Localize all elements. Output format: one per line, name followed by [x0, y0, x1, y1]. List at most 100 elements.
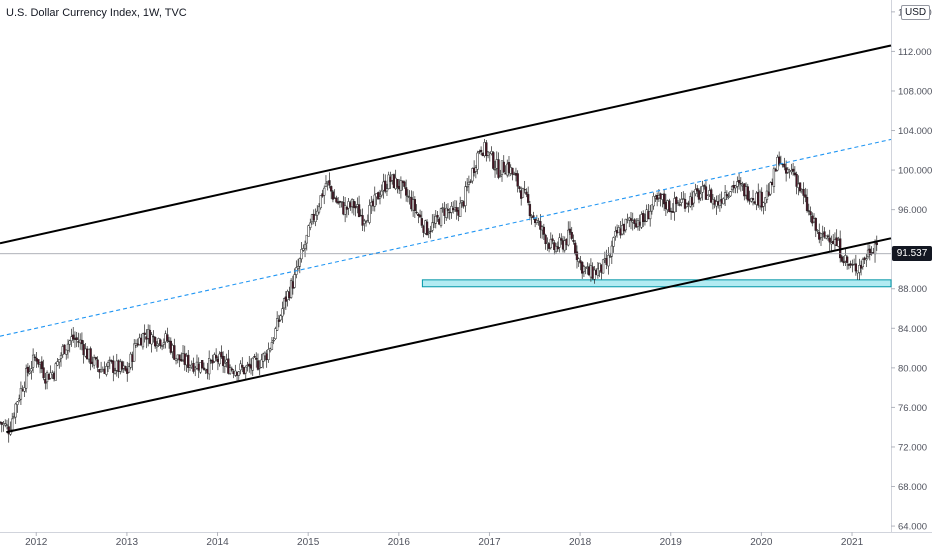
- candle-body: [23, 387, 26, 392]
- candle-body: [403, 181, 406, 187]
- candle-body: [18, 398, 21, 401]
- y-tick-label: 84.000: [898, 324, 927, 335]
- candle-body: [37, 359, 40, 365]
- candle-body: [791, 168, 795, 172]
- candle-body: [575, 251, 579, 260]
- candle-body: [567, 229, 570, 246]
- candle-body: [415, 211, 418, 214]
- candle-body: [608, 256, 612, 258]
- candle-body: [317, 206, 321, 213]
- candle-body: [174, 357, 178, 361]
- candle-body: [778, 156, 781, 165]
- candle-body: [558, 237, 561, 248]
- candle-body: [563, 240, 566, 251]
- candle-body: [14, 403, 17, 418]
- candle-body: [361, 215, 364, 226]
- candle-body: [760, 191, 763, 208]
- candle-body: [492, 152, 495, 169]
- candle-body: [253, 356, 256, 358]
- candle-body: [699, 193, 702, 199]
- candle-body: [63, 344, 66, 354]
- candle-body: [303, 244, 307, 249]
- candle-body: [173, 345, 176, 360]
- channel-lower-line[interactable]: [6, 237, 892, 434]
- candle-body: [431, 222, 434, 231]
- candle-body: [579, 260, 582, 264]
- candle-body: [270, 342, 274, 350]
- candle-body: [194, 367, 197, 370]
- candle-body: [607, 255, 610, 267]
- candle-body: [816, 230, 819, 232]
- candle-body: [825, 235, 828, 239]
- candle-body: [56, 361, 59, 366]
- candle-body: [802, 189, 805, 196]
- candle-body: [40, 361, 43, 370]
- candle-body: [324, 183, 328, 187]
- candle-body: [734, 185, 737, 189]
- channel-midline[interactable]: [0, 138, 892, 337]
- candle-body: [842, 261, 845, 264]
- candle-body: [736, 181, 739, 187]
- candle-body: [340, 201, 343, 203]
- candle-body: [546, 242, 549, 244]
- candle-body: [33, 356, 37, 358]
- candle-body: [220, 351, 223, 358]
- candle-body: [739, 183, 742, 185]
- candle-body: [258, 367, 261, 369]
- candle-body: [237, 371, 240, 376]
- candle-body: [445, 207, 448, 218]
- candle-body: [673, 198, 676, 213]
- candle-body: [532, 215, 535, 219]
- x-tick-label: 2016: [388, 537, 411, 548]
- x-tick-label: 2013: [116, 537, 139, 548]
- candle-body: [96, 359, 99, 368]
- candle-body: [267, 349, 270, 360]
- candle-body: [152, 335, 155, 338]
- candle-body: [272, 339, 275, 342]
- candle-body: [668, 200, 671, 212]
- candle-body: [521, 188, 525, 198]
- y-tick-label: 104.000: [898, 126, 932, 137]
- candle-body: [551, 238, 554, 242]
- candle-body: [696, 188, 699, 192]
- channel-upper-line[interactable]: [0, 44, 892, 245]
- candle-body: [854, 263, 858, 272]
- candle-body: [143, 332, 146, 335]
- candle-body: [24, 368, 28, 389]
- candle-body: [455, 207, 458, 212]
- candle-body: [133, 343, 136, 362]
- candle-body: [316, 210, 319, 216]
- candle-body: [214, 355, 218, 359]
- candle-body: [202, 367, 206, 370]
- candle-body: [357, 204, 361, 218]
- candle-body: [465, 186, 469, 188]
- y-tick-label: 96.000: [898, 205, 927, 216]
- candle-body: [610, 245, 613, 257]
- candle-body: [274, 328, 277, 339]
- candle-body: [159, 339, 162, 346]
- candle-body: [26, 366, 30, 373]
- candle-body: [282, 298, 286, 309]
- support-zone[interactable]: [421, 279, 892, 288]
- candle-body: [343, 205, 347, 215]
- candle-body: [572, 239, 575, 242]
- candle-body: [31, 354, 35, 368]
- candle-body: [49, 372, 52, 379]
- x-tick-label: 2018: [569, 537, 592, 548]
- candle-body: [230, 368, 233, 371]
- candle-body: [633, 219, 636, 224]
- candle-body: [807, 210, 810, 212]
- candle-body: [5, 424, 9, 426]
- candle-body: [772, 168, 776, 187]
- candle-body: [331, 191, 335, 200]
- candle-body: [704, 186, 708, 200]
- candle-body: [256, 360, 260, 370]
- candle-body: [396, 179, 399, 188]
- candle-body: [319, 195, 322, 209]
- candle-body: [701, 185, 704, 193]
- x-tick-label: 2021: [841, 537, 864, 548]
- candle-body: [255, 357, 258, 360]
- candle-body: [826, 235, 830, 237]
- currency-badge[interactable]: USD: [901, 5, 931, 20]
